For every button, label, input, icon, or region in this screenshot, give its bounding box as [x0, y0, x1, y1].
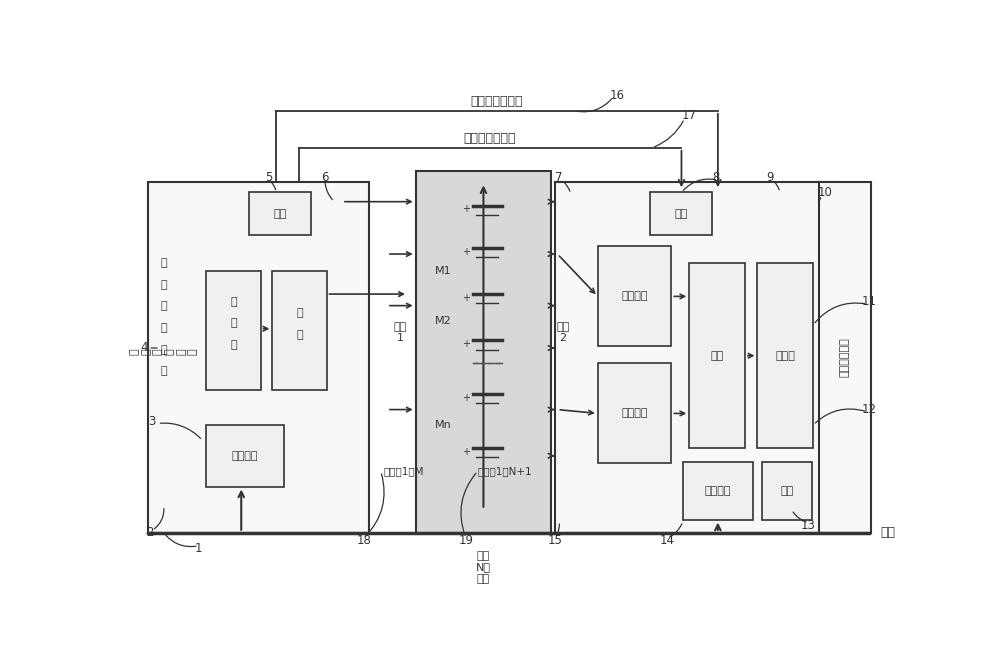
Bar	[206, 425, 284, 487]
Text: 2: 2	[146, 526, 154, 540]
Text: 5: 5	[265, 171, 273, 184]
Text: 励: 励	[296, 330, 303, 340]
Text: 电压处理: 电压处理	[621, 292, 648, 301]
Text: 电源: 电源	[881, 526, 896, 540]
Text: 数据采集模块: 数据采集模块	[840, 337, 850, 377]
Text: 切换
1: 切换 1	[394, 322, 407, 343]
Text: 激励线1～M: 激励线1～M	[384, 466, 424, 476]
Text: 通信: 通信	[781, 486, 794, 496]
Bar	[598, 247, 671, 347]
Text: 激: 激	[296, 308, 303, 318]
Text: +: +	[462, 339, 470, 349]
Text: 产: 产	[160, 301, 167, 311]
Text: 9: 9	[766, 171, 774, 184]
Text: 8: 8	[712, 171, 719, 184]
Text: 7: 7	[555, 171, 563, 184]
Text: 模: 模	[160, 345, 167, 354]
Bar	[757, 264, 813, 448]
Text: 17: 17	[682, 109, 697, 122]
Text: 激: 激	[160, 258, 167, 268]
Bar	[598, 364, 671, 464]
Text: 13: 13	[801, 519, 816, 532]
Text: 机: 机	[230, 340, 237, 350]
Bar	[148, 182, 369, 533]
Text: 10: 10	[817, 186, 832, 199]
Text: 15: 15	[548, 534, 563, 547]
Text: Mn: Mn	[434, 420, 451, 430]
Text: 12: 12	[862, 403, 876, 416]
Text: +: +	[462, 447, 470, 457]
Bar	[819, 182, 871, 533]
Bar	[416, 171, 551, 533]
Bar	[249, 192, 311, 235]
Text: 单片机: 单片机	[775, 351, 795, 360]
Text: 11: 11	[862, 295, 876, 308]
Bar	[683, 462, 753, 520]
Text: 隔离电源: 隔离电源	[232, 451, 258, 461]
Bar	[689, 264, 745, 448]
Text: +: +	[462, 293, 470, 303]
Text: 内阴处理: 内阴处理	[621, 409, 648, 419]
Text: 隔离: 隔离	[675, 209, 688, 218]
Text: 同步通道使能线: 同步通道使能线	[463, 132, 516, 145]
Text: 被测
N级
电池: 被测 N级 电池	[476, 551, 491, 584]
Text: 14: 14	[660, 534, 675, 547]
Text: 生: 生	[160, 323, 167, 333]
Text: 隔离: 隔离	[273, 209, 287, 218]
Text: 19: 19	[458, 534, 474, 547]
Text: M2: M2	[434, 316, 451, 326]
Bar	[272, 271, 326, 390]
Bar	[555, 182, 838, 533]
Bar	[650, 192, 712, 235]
Text: 4: 4	[141, 341, 148, 354]
Text: M1: M1	[434, 266, 451, 276]
Text: 单: 单	[230, 297, 237, 307]
Text: 1: 1	[195, 542, 202, 555]
Text: 18: 18	[356, 534, 371, 547]
Text: 16: 16	[610, 89, 625, 102]
Text: 6: 6	[321, 171, 329, 184]
Text: +: +	[462, 205, 470, 215]
Text: +: +	[462, 393, 470, 403]
Text: 3: 3	[148, 415, 156, 428]
Text: 采集: 采集	[710, 351, 724, 360]
Text: +: +	[462, 247, 470, 257]
Text: 励: 励	[160, 280, 167, 290]
Text: 激
励
产
生
模
块: 激 励 产 生 模 块	[118, 349, 209, 355]
Text: 测量线1～N+1: 测量线1～N+1	[477, 466, 532, 476]
Bar	[206, 271, 261, 390]
Bar	[762, 462, 812, 520]
Text: 同步采集信号线: 同步采集信号线	[471, 95, 523, 108]
Text: 隔离电源: 隔离电源	[705, 486, 731, 496]
Text: 切换
2: 切换 2	[556, 322, 570, 343]
Text: 片: 片	[230, 318, 237, 328]
Text: 块: 块	[160, 366, 167, 376]
